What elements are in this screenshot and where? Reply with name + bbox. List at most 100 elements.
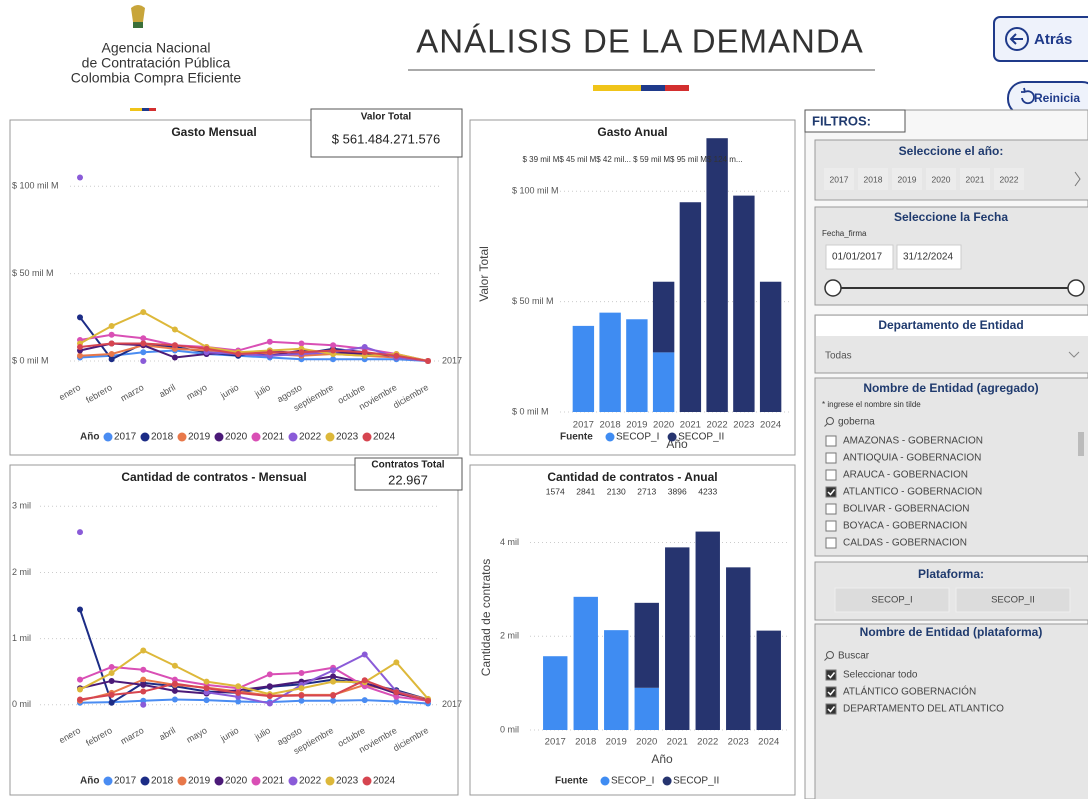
x-tick-label: 2020 — [653, 420, 674, 431]
back-label[interactable]: Atrás — [1034, 31, 1072, 48]
data-point — [298, 692, 305, 699]
bar — [573, 596, 598, 730]
x-tick-label: julio — [252, 382, 272, 399]
x-tick-label: 2020 — [636, 737, 657, 748]
date-input[interactable] — [896, 244, 962, 270]
platform-option[interactable]: SECOP_II — [991, 595, 1035, 606]
legend-swatch — [251, 432, 261, 442]
checkbox[interactable] — [825, 452, 837, 464]
x-tick-label: marzo — [119, 725, 146, 746]
year-chip[interactable] — [926, 168, 956, 190]
scrollbar[interactable] — [1078, 432, 1084, 456]
x-tick-label: febrero — [84, 382, 114, 405]
year-option[interactable]: 2019 — [898, 174, 917, 184]
checkbox[interactable] — [825, 669, 837, 681]
filter-title-bg — [816, 316, 1088, 336]
dropdown-chevron[interactable] — [1068, 351, 1080, 358]
search-text[interactable]: Buscar — [838, 651, 870, 662]
checkbox[interactable] — [825, 486, 837, 498]
date-input[interactable] — [825, 244, 894, 270]
checkbox[interactable] — [825, 503, 837, 515]
reset-label[interactable]: Reinicia — [1034, 91, 1080, 105]
year-chip[interactable] — [892, 168, 922, 190]
checkbox[interactable] — [825, 703, 837, 715]
bar — [679, 202, 702, 412]
date-start[interactable]: 01/01/2017 — [832, 252, 882, 263]
data-point — [266, 693, 273, 700]
year-option[interactable]: 2017 — [830, 174, 849, 184]
data-point — [203, 685, 210, 692]
bar — [733, 195, 755, 412]
data-point — [393, 352, 400, 359]
x-tick-label: 2022 — [707, 420, 728, 431]
legend-swatch — [103, 776, 113, 786]
legend-swatch — [362, 776, 372, 786]
y-tick-label: $ 100 mil M — [12, 181, 59, 191]
legend-label: SECOP_II — [678, 432, 724, 443]
x-tick-label: 2019 — [606, 737, 627, 748]
checkbox[interactable] — [825, 520, 837, 532]
date-end[interactable]: 31/12/2024 — [903, 252, 953, 263]
data-point — [330, 697, 337, 704]
data-point — [140, 309, 147, 316]
legend-swatch — [177, 432, 187, 442]
chart-panel — [9, 464, 459, 796]
search-icon — [824, 657, 828, 661]
y-tick-label: 0 mil — [500, 724, 519, 734]
legend-swatch — [214, 432, 224, 442]
kpi-label: Valor Total — [361, 112, 412, 123]
next-arrow[interactable] — [1074, 171, 1081, 187]
chart-title: Gasto Anual — [597, 125, 667, 139]
list-item[interactable]: CALDAS - GOBERNACION — [843, 538, 967, 549]
data-point — [266, 700, 273, 707]
checkbox[interactable] — [825, 537, 837, 549]
data-point — [171, 687, 178, 694]
data-point — [203, 345, 210, 352]
data-point — [203, 697, 210, 704]
list-item[interactable]: ARAUCA - GOBERNACION — [843, 470, 968, 481]
year-chip[interactable] — [994, 168, 1024, 190]
slider-handle[interactable] — [1067, 279, 1085, 297]
year-option[interactable]: 2022 — [1000, 174, 1019, 184]
checkbox[interactable] — [825, 469, 837, 481]
dropdown-value[interactable]: Todas — [825, 351, 852, 362]
search-text[interactable]: goberna — [838, 417, 875, 428]
list-item[interactable]: Seleccionar todo — [843, 670, 918, 681]
list-item[interactable]: BOLIVAR - GOBERNACION — [843, 504, 970, 515]
list-item[interactable]: ANTIOQUIA - GOBERNACION — [843, 453, 981, 464]
data-point — [108, 670, 115, 677]
checkbox[interactable] — [825, 686, 837, 698]
x-tick-label: febrero — [84, 725, 114, 748]
filter-title: Seleccione el año: — [899, 144, 1004, 158]
search-icon — [826, 417, 834, 425]
list-item[interactable]: ATLANTICO - GOBERNACION — [843, 487, 982, 498]
x-tick-label: mayo — [185, 725, 209, 745]
list-item[interactable]: BOYACA - GOBERNACION — [843, 521, 967, 532]
platform-option[interactable]: SECOP_I — [871, 595, 912, 606]
list-item[interactable]: DEPARTAMENTO DEL ATLANTICO — [843, 704, 1004, 715]
year-chip[interactable] — [960, 168, 990, 190]
slider-handle[interactable] — [824, 279, 842, 297]
legend-label: 2017 — [114, 776, 137, 787]
y-tick-label: $ 100 mil M — [512, 186, 559, 196]
filter-heading-box — [804, 109, 906, 133]
year-chip[interactable] — [824, 168, 854, 190]
platform-button[interactable] — [955, 587, 1071, 613]
x-axis-title: Año — [651, 752, 673, 766]
list-item[interactable]: AMAZONAS - GOBERNACION — [843, 436, 983, 447]
legend-label: 2022 — [299, 776, 322, 787]
back-button[interactable]: Atrás — [993, 16, 1088, 62]
year-option[interactable]: 2020 — [932, 174, 951, 184]
reset-button[interactable]: Reinicia — [1007, 81, 1088, 116]
x-tick-label: 2017 — [573, 420, 594, 431]
year-option[interactable]: 2021 — [966, 174, 985, 184]
platform-button[interactable] — [834, 587, 950, 613]
legend-swatch — [325, 432, 335, 442]
data-point — [235, 683, 242, 690]
year-chip[interactable] — [858, 168, 888, 190]
data-point — [298, 697, 305, 704]
filter-title: Departamento de Entidad — [878, 318, 1023, 332]
list-item[interactable]: ATLÁNTICO GOBERNACIÓN — [843, 685, 976, 698]
year-option[interactable]: 2018 — [864, 174, 883, 184]
checkbox[interactable] — [825, 435, 837, 447]
